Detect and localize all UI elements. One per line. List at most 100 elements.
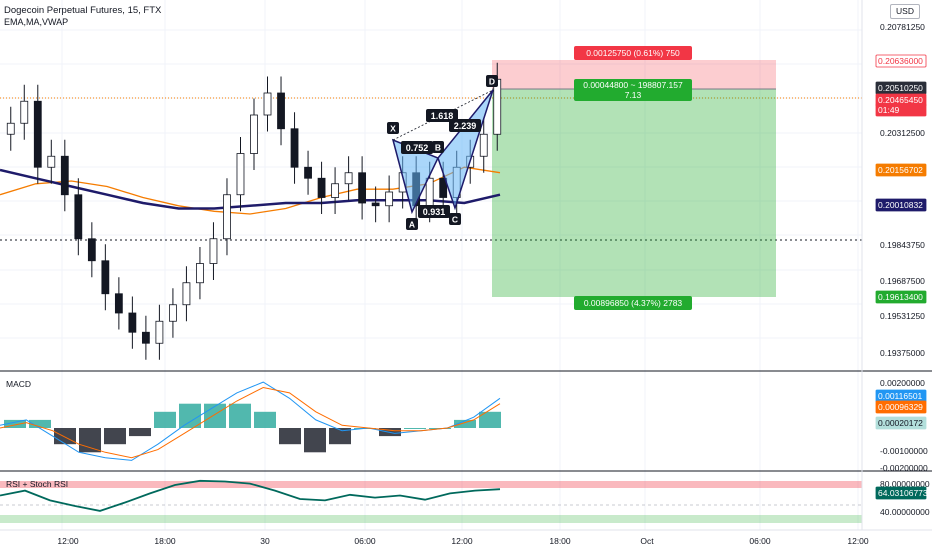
pattern-ratio-box	[418, 205, 450, 218]
currency-button[interactable]: USD	[890, 4, 920, 19]
macd-histogram-bar	[4, 419, 26, 428]
pattern-ratio-box	[401, 141, 433, 154]
macd-label: MACD	[6, 379, 32, 389]
rsi-tick-label: 80.00000000	[880, 479, 930, 489]
symbol-title: Dogecoin Perpetual Futures, 15, FTX	[4, 5, 162, 16]
pattern-ratio-label: 1.618	[431, 111, 454, 121]
candle-body	[60, 155, 69, 196]
macd-histogram-bar	[479, 411, 501, 428]
rsi-badge-box	[875, 486, 927, 500]
price-badge: 0.20010832	[878, 200, 923, 210]
candle-body	[114, 293, 123, 314]
candle-body	[290, 128, 299, 168]
take-profit-zone[interactable]	[492, 89, 776, 297]
macd-histogram-bar	[104, 428, 126, 445]
macd-histogram-bar	[29, 419, 51, 428]
pattern-point-x: X	[390, 124, 396, 134]
risk-reward-box	[574, 79, 692, 101]
rsi-overbought-band	[0, 481, 862, 488]
macd-histogram-bar	[54, 428, 76, 445]
price-badge: 01:49	[878, 105, 900, 115]
macd-histogram-bar	[454, 419, 476, 428]
candle-body	[493, 78, 502, 135]
macd-histogram-bar	[254, 411, 276, 428]
price-tick-label: 0.19843750	[880, 240, 925, 250]
pattern-xd-line	[392, 89, 494, 141]
indicator-legend[interactable]: EMA,MA,VWAP	[4, 17, 69, 27]
time-tick-label: 12:00	[57, 536, 79, 546]
price-tick-label: 0.20781250	[880, 22, 925, 32]
price-tick-label: 0.19375000	[880, 348, 925, 358]
pattern-ratio-label: 0.752	[406, 143, 429, 153]
time-tick-label: 12:00	[451, 536, 473, 546]
risk-reward-ratio: 7.13	[625, 90, 642, 100]
price-badge-box	[875, 54, 927, 68]
stop-label-box	[574, 46, 692, 60]
price-badge: 0.20636000	[878, 56, 923, 66]
time-tick-label: Oct	[640, 536, 654, 546]
candle-body	[385, 191, 394, 207]
macd-badge: 0.00116501	[878, 391, 923, 401]
rsi-label: RSI + Stoch RSI	[6, 479, 69, 489]
candle-body	[263, 92, 272, 116]
candle-body	[128, 312, 137, 333]
time-tick-label: 18:00	[154, 536, 176, 546]
candle-body	[331, 183, 339, 198]
pattern-ratio-label: 0.931	[423, 207, 446, 217]
candle-body	[155, 320, 164, 344]
candle-body	[87, 238, 96, 262]
macd-badge: 0.00096329	[878, 402, 923, 412]
macd-histogram-bar	[404, 428, 426, 429]
time-tick-label: 06:00	[354, 536, 376, 546]
price-badge: 0.19613400	[878, 292, 923, 302]
price-badge-box	[875, 290, 927, 304]
candle-body	[20, 100, 29, 124]
candle-body	[358, 172, 367, 204]
pattern-point-d-box	[486, 75, 498, 87]
candle-body	[6, 122, 15, 135]
macd-histogram-bar	[304, 428, 326, 453]
macd-histogram-bar	[229, 403, 251, 428]
price-badge: 0.20510250	[878, 83, 923, 93]
price-badge-box	[875, 103, 927, 117]
pattern-point-x-box	[387, 122, 399, 134]
pattern-point-b-box	[432, 141, 444, 153]
pattern-point-c: C	[452, 215, 458, 225]
time-tick-label: 12:00	[847, 536, 869, 546]
macd-histogram-bar	[129, 428, 151, 437]
candle-body	[317, 177, 326, 198]
candle-body	[47, 155, 56, 168]
rsi-tick-label: 40.00000000	[880, 507, 930, 517]
macd-tick-label: -0.00200000	[880, 463, 928, 473]
macd-badge: 0.00020172	[878, 418, 923, 428]
rsi-badge: 64.03106773	[878, 488, 928, 498]
candle-body	[74, 194, 83, 240]
macd-histogram-bar	[154, 411, 176, 428]
risk-reward-label: 0.00044800 ~ 198807.157	[583, 80, 683, 90]
candle-body	[196, 263, 204, 284]
price-tick-label: 0.19531250	[880, 311, 925, 321]
pattern-point-d: D	[489, 77, 495, 87]
candle-body	[439, 177, 448, 198]
candle-body	[479, 133, 488, 157]
pattern-point-c-box	[449, 213, 461, 225]
take-profit-label: 0.00896850 (4.37%) 2783	[584, 298, 683, 308]
candle-body	[33, 100, 42, 168]
pattern-point-b: B	[435, 143, 441, 153]
macd-histogram-bar	[204, 403, 226, 428]
macd-tick-label: 0.00200000	[880, 378, 925, 388]
price-badge: 0.20156702	[878, 165, 923, 175]
signal-line	[0, 386, 501, 459]
time-tick-label: 30	[260, 536, 270, 546]
price-badge: 0.20465450	[878, 95, 923, 105]
pattern-point-a: A	[409, 220, 415, 230]
time-tick-label: 18:00	[549, 536, 571, 546]
rsi-line	[0, 479, 501, 512]
candle-body	[223, 194, 231, 240]
macd-tick-label: -0.00100000	[880, 446, 928, 456]
macd-badge-box	[875, 416, 927, 430]
candle-body	[236, 153, 245, 196]
macd-histogram-bar	[329, 428, 351, 445]
candle-body	[209, 238, 218, 264]
